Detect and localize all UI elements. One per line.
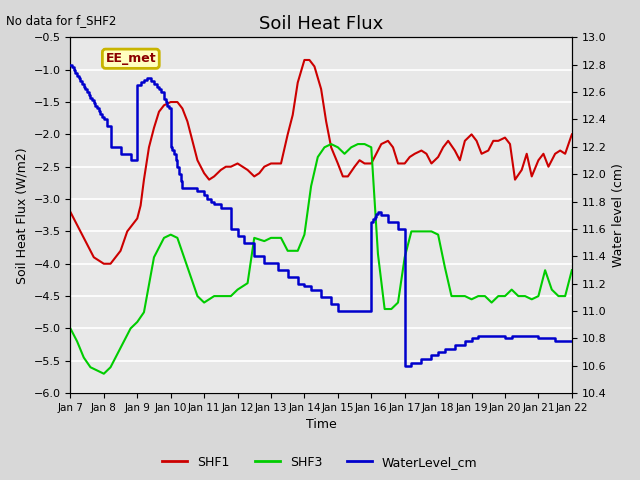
Title: Soil Heat Flux: Soil Heat Flux (259, 15, 383, 33)
X-axis label: Time: Time (306, 419, 337, 432)
Y-axis label: Water level (cm): Water level (cm) (612, 163, 625, 267)
Y-axis label: Soil Heat Flux (W/m2): Soil Heat Flux (W/m2) (15, 147, 28, 284)
Legend: SHF1, SHF3, WaterLevel_cm: SHF1, SHF3, WaterLevel_cm (157, 451, 483, 474)
Text: No data for f_SHF2: No data for f_SHF2 (6, 14, 116, 27)
Text: EE_met: EE_met (106, 52, 156, 65)
